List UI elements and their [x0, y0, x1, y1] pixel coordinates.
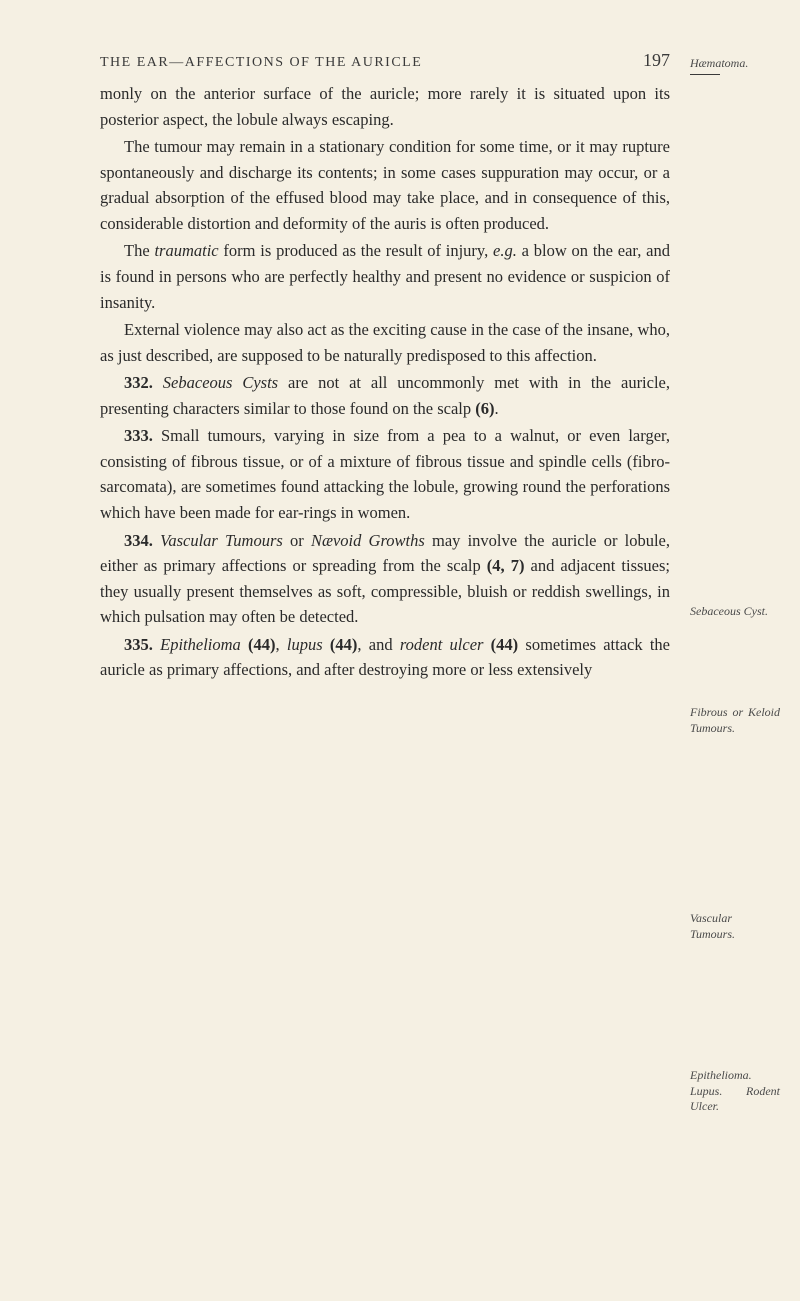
- margin-underline: [690, 74, 720, 75]
- text-fragment: form is produced as the result of injury…: [219, 241, 493, 260]
- italic-rodent: rodent ulcer: [400, 635, 484, 654]
- cross-ref: (44): [241, 635, 276, 654]
- italic-traumatic: traumatic: [154, 241, 218, 260]
- section-number: 334.: [124, 531, 153, 550]
- margin-note-epithelioma: Epithelioma. Lupus. Rodent Ulcer.: [690, 1068, 780, 1115]
- header-line: THE EAR—AFFECTIONS OF THE AURICLE 197: [100, 50, 710, 71]
- margin-note-text: Fibrous or Keloid Tumours.: [690, 705, 780, 735]
- section-number: 335.: [124, 635, 153, 654]
- italic-naevoid: Nævoid Growths: [311, 531, 425, 550]
- section-number: 333.: [124, 426, 153, 445]
- margin-note-text: Hæmatoma.: [690, 56, 748, 70]
- paragraph-332: 332. Sebaceous Cysts are not at all unco…: [100, 370, 670, 421]
- text-fragment: .: [495, 399, 499, 418]
- margin-note-fibrous: Fibrous or Keloid Tumours.: [690, 705, 780, 736]
- paragraph-334: 334. Vascular Tumours or Nævoid Growths …: [100, 528, 670, 630]
- page-number: 197: [643, 50, 670, 71]
- italic-vascular: Vascular Tumours: [160, 531, 283, 550]
- italic-eg: e.g.: [493, 241, 517, 260]
- margin-note-sebaceous: Sebaceous Cyst.: [690, 604, 780, 620]
- section-number: 332.: [124, 373, 153, 392]
- italic-lupus: lupus: [287, 635, 323, 654]
- paragraph-333: 333. Small tumours, varying in size from…: [100, 423, 670, 525]
- text-fragment: ,: [276, 635, 287, 654]
- margin-note-text: Epithelioma. Lupus. Rodent Ulcer.: [690, 1068, 780, 1113]
- italic-sebaceous: Sebaceous Cysts: [163, 373, 278, 392]
- text-fragment: or: [283, 531, 311, 550]
- text-fragment: , and: [357, 635, 399, 654]
- page-container: THE EAR—AFFECTIONS OF THE AURICLE 197 Hæ…: [100, 50, 710, 1251]
- paragraph-tumour: The tumour may remain in a stationary co…: [100, 134, 670, 236]
- cross-ref: (4, 7): [487, 556, 525, 575]
- cross-ref: (44): [323, 635, 358, 654]
- italic-epithelioma: Epithelioma: [160, 635, 241, 654]
- paragraph-external-violence: External violence may also act as the ex…: [100, 317, 670, 368]
- body-text: monly on the anterior surface of the aur…: [100, 81, 710, 683]
- cross-ref: (6): [475, 399, 494, 418]
- paragraph-335: 335. Epithelioma (44), lupus (44), and r…: [100, 632, 670, 683]
- margin-note-haematoma: Hæmatoma.: [690, 56, 780, 75]
- margin-note-text: Sebaceous Cyst.: [690, 604, 768, 618]
- text-fragment: The: [124, 241, 154, 260]
- paragraph-continuation: monly on the anterior surface of the aur…: [100, 81, 670, 132]
- margin-note-vascular: Vascular Tumours.: [690, 911, 780, 942]
- running-head: THE EAR—AFFECTIONS OF THE AURICLE: [100, 55, 422, 71]
- text-fragment: Small tumours, varying in size from a pe…: [100, 426, 670, 522]
- cross-ref: (44): [483, 635, 518, 654]
- paragraph-traumatic: The traumatic form is produced as the re…: [100, 238, 670, 315]
- margin-note-text: Vascular Tumours.: [690, 911, 735, 941]
